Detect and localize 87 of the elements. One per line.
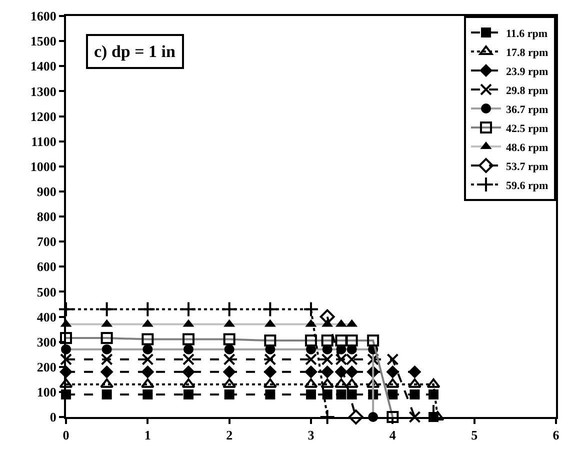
y-tick-label: 1000 (30, 158, 56, 174)
point (386, 353, 399, 366)
point (58, 301, 74, 318)
x-tick-label: 5 (471, 428, 478, 443)
legend-label: 11.6 rpm (506, 28, 548, 40)
point (320, 309, 335, 324)
point (306, 389, 316, 400)
legend-label: 48.6 rpm (506, 142, 548, 154)
point (264, 365, 277, 378)
point (100, 378, 114, 388)
y-tick-label: 1500 (30, 34, 56, 49)
point (102, 389, 112, 400)
y-tick-label: 300 (36, 334, 56, 350)
point (304, 378, 318, 388)
y-tick-label: 700 (36, 234, 56, 250)
x-tick-label: 3 (308, 428, 315, 443)
point (320, 378, 334, 388)
point (408, 411, 421, 423)
point (265, 389, 276, 400)
y-tick-label: 800 (36, 209, 56, 224)
point (345, 365, 358, 378)
point (184, 389, 194, 400)
point (182, 353, 194, 366)
point (142, 353, 154, 366)
legend-label: 59.6 rpm (506, 180, 548, 192)
y-tick-label: 400 (36, 309, 56, 324)
point (348, 410, 364, 424)
x-tick-label: 4 (389, 428, 396, 443)
point (303, 301, 319, 318)
point (222, 378, 236, 388)
point (223, 353, 236, 366)
y-tick-label: 500 (36, 284, 56, 300)
x-tick-label: 0 (62, 428, 70, 443)
point (334, 378, 348, 388)
legend-label: 23.9 rpm (506, 66, 548, 78)
point (336, 389, 346, 400)
y-tick-label: 1300 (30, 84, 56, 99)
point (345, 378, 359, 388)
legend-label: 53.7 rpm (506, 160, 548, 173)
point (142, 389, 153, 400)
y-tick-label: 600 (36, 259, 56, 274)
legend-label: 29.8 rpm (506, 84, 548, 97)
point (221, 301, 238, 318)
legend-label: 17.8 rpm (506, 46, 548, 59)
point (386, 378, 400, 388)
point (222, 365, 236, 378)
point (410, 389, 420, 400)
point (100, 353, 113, 366)
point (59, 378, 73, 388)
point (100, 365, 114, 378)
point (98, 301, 115, 318)
point (305, 353, 317, 366)
point (264, 353, 276, 366)
annotation: c) dp = 1 in (94, 42, 176, 61)
legend-label: 36.7 rpm (506, 104, 548, 116)
point (224, 389, 234, 400)
point (320, 365, 334, 378)
y-tick-label: 1600 (30, 8, 56, 24)
point (140, 378, 154, 388)
point (180, 301, 196, 318)
point (408, 378, 422, 388)
point (319, 409, 336, 425)
point (386, 365, 400, 378)
point (182, 365, 195, 378)
point (140, 301, 156, 318)
y-tick-label: 100 (36, 384, 56, 400)
y-tick-label: 0 (50, 410, 56, 425)
point (262, 301, 278, 318)
y-tick-label: 1200 (30, 108, 56, 124)
point (182, 378, 196, 388)
point (426, 378, 440, 388)
y-tick-label: 1100 (31, 134, 56, 149)
point (304, 365, 318, 378)
x-tick-label: 1 (144, 428, 151, 443)
x-tick-label: 2 (226, 428, 233, 443)
point (366, 378, 380, 388)
point (141, 365, 154, 378)
point (322, 389, 332, 400)
point (263, 378, 277, 388)
y-tick-label: 900 (36, 184, 56, 199)
point (388, 389, 398, 400)
y-tick-label: 200 (36, 359, 56, 374)
y-tick-label: 1400 (30, 58, 56, 74)
legend-label: 42.5 rpm (506, 122, 548, 135)
x-tick-label: 6 (552, 428, 560, 443)
point (408, 365, 422, 378)
point (367, 353, 380, 366)
